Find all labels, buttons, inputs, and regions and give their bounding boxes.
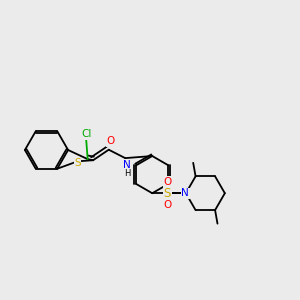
Text: Cl: Cl (81, 129, 92, 139)
Text: N: N (182, 188, 189, 198)
Text: S: S (74, 158, 81, 168)
Text: S: S (164, 187, 171, 200)
Text: H: H (124, 169, 130, 178)
Text: O: O (163, 177, 171, 187)
Text: O: O (163, 200, 171, 210)
Text: N: N (124, 160, 131, 170)
Text: N: N (182, 188, 189, 198)
Text: O: O (106, 136, 114, 146)
